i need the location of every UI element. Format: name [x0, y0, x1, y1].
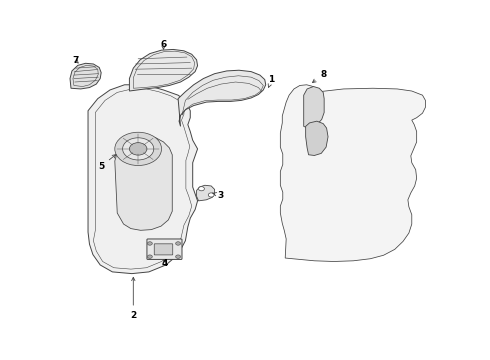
FancyBboxPatch shape — [147, 239, 182, 260]
Circle shape — [115, 132, 162, 166]
Polygon shape — [178, 70, 266, 126]
Circle shape — [122, 138, 154, 160]
Text: 1: 1 — [268, 75, 275, 87]
Polygon shape — [115, 136, 172, 230]
Circle shape — [175, 242, 180, 245]
Text: 2: 2 — [130, 277, 136, 320]
Circle shape — [198, 186, 204, 191]
Circle shape — [129, 143, 147, 155]
Circle shape — [175, 255, 180, 258]
Text: 7: 7 — [73, 56, 79, 65]
Polygon shape — [70, 63, 101, 89]
Polygon shape — [196, 185, 215, 201]
Polygon shape — [88, 85, 197, 274]
FancyBboxPatch shape — [154, 244, 173, 255]
Circle shape — [208, 193, 214, 197]
Text: 8: 8 — [313, 70, 326, 82]
Polygon shape — [280, 85, 425, 261]
Text: 3: 3 — [212, 191, 224, 200]
Circle shape — [147, 255, 152, 258]
Text: 6: 6 — [160, 40, 167, 49]
Text: 4: 4 — [162, 260, 168, 269]
Circle shape — [147, 242, 152, 245]
Polygon shape — [306, 121, 328, 156]
Text: 5: 5 — [98, 155, 116, 171]
Polygon shape — [304, 86, 324, 128]
Polygon shape — [129, 49, 197, 91]
